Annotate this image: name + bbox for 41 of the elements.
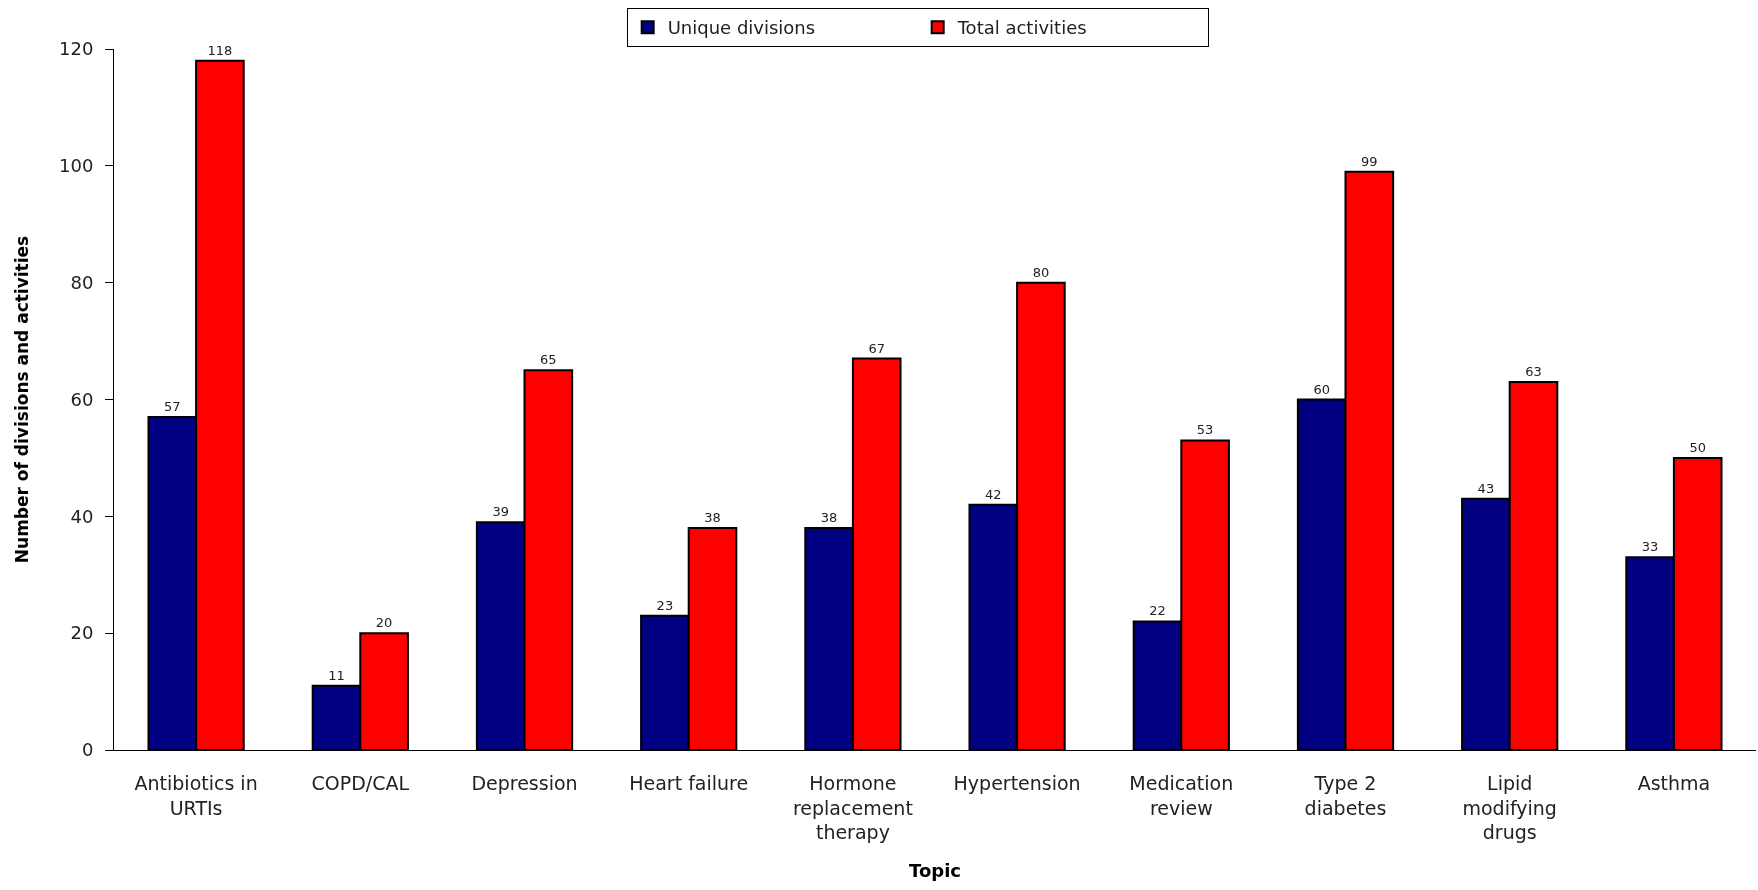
y-tick-label: 60 (70, 388, 94, 410)
legend-label: Unique divisions (667, 17, 816, 39)
x-tick-label: Type 2 diabetes (1304, 771, 1387, 819)
data-label: 60 (1313, 381, 1330, 397)
data-label: 42 (985, 486, 1002, 502)
legend-label: Total activities (956, 17, 1087, 39)
data-label: 11 (328, 667, 345, 683)
y-tick-label: 0 (81, 739, 94, 761)
y-tick-label: 80 (70, 271, 94, 293)
data-label: 67 (868, 340, 885, 356)
data-label: 43 (1477, 480, 1495, 496)
data-label: 20 (375, 615, 393, 631)
x-tick-label: Antibiotics in URTIs (134, 771, 258, 819)
data-label: 39 (492, 504, 509, 520)
y-tick-label: 20 (70, 622, 94, 644)
y-axis-title: Number of divisions and activities (11, 235, 32, 564)
x-tick-label: COPD/CAL (311, 771, 410, 794)
x-tick-label: Hormone replacement therapy (792, 771, 913, 844)
x-tick-label: Lipid modifying drugs (1462, 771, 1557, 844)
data-label: 65 (540, 352, 557, 368)
data-label: 38 (820, 510, 838, 526)
y-tick-label: 100 (59, 155, 94, 177)
y-tick-label: 120 (59, 38, 94, 60)
data-label: 63 (1525, 363, 1542, 379)
x-tick-label: Asthma (1637, 771, 1711, 794)
data-label: 23 (656, 597, 674, 613)
x-tick-label: Heart failure (629, 771, 749, 794)
data-label: 38 (704, 510, 721, 526)
data-label: 118 (207, 42, 233, 58)
x-tick-label: Depression (471, 771, 578, 794)
x-tick-label: Hypertension (953, 771, 1081, 794)
data-label: 99 (1361, 153, 1378, 169)
x-axis-title: Topic (909, 860, 961, 882)
data-label: 33 (1641, 539, 1659, 555)
data-label: 80 (1032, 264, 1050, 280)
data-label: 22 (1149, 603, 1166, 619)
y-tick-label: 40 (70, 505, 94, 527)
data-label: 53 (1196, 422, 1214, 438)
data-label: 50 (1689, 439, 1706, 455)
x-tick-label: Medication review (1129, 771, 1234, 819)
data-label: 57 (164, 399, 181, 415)
